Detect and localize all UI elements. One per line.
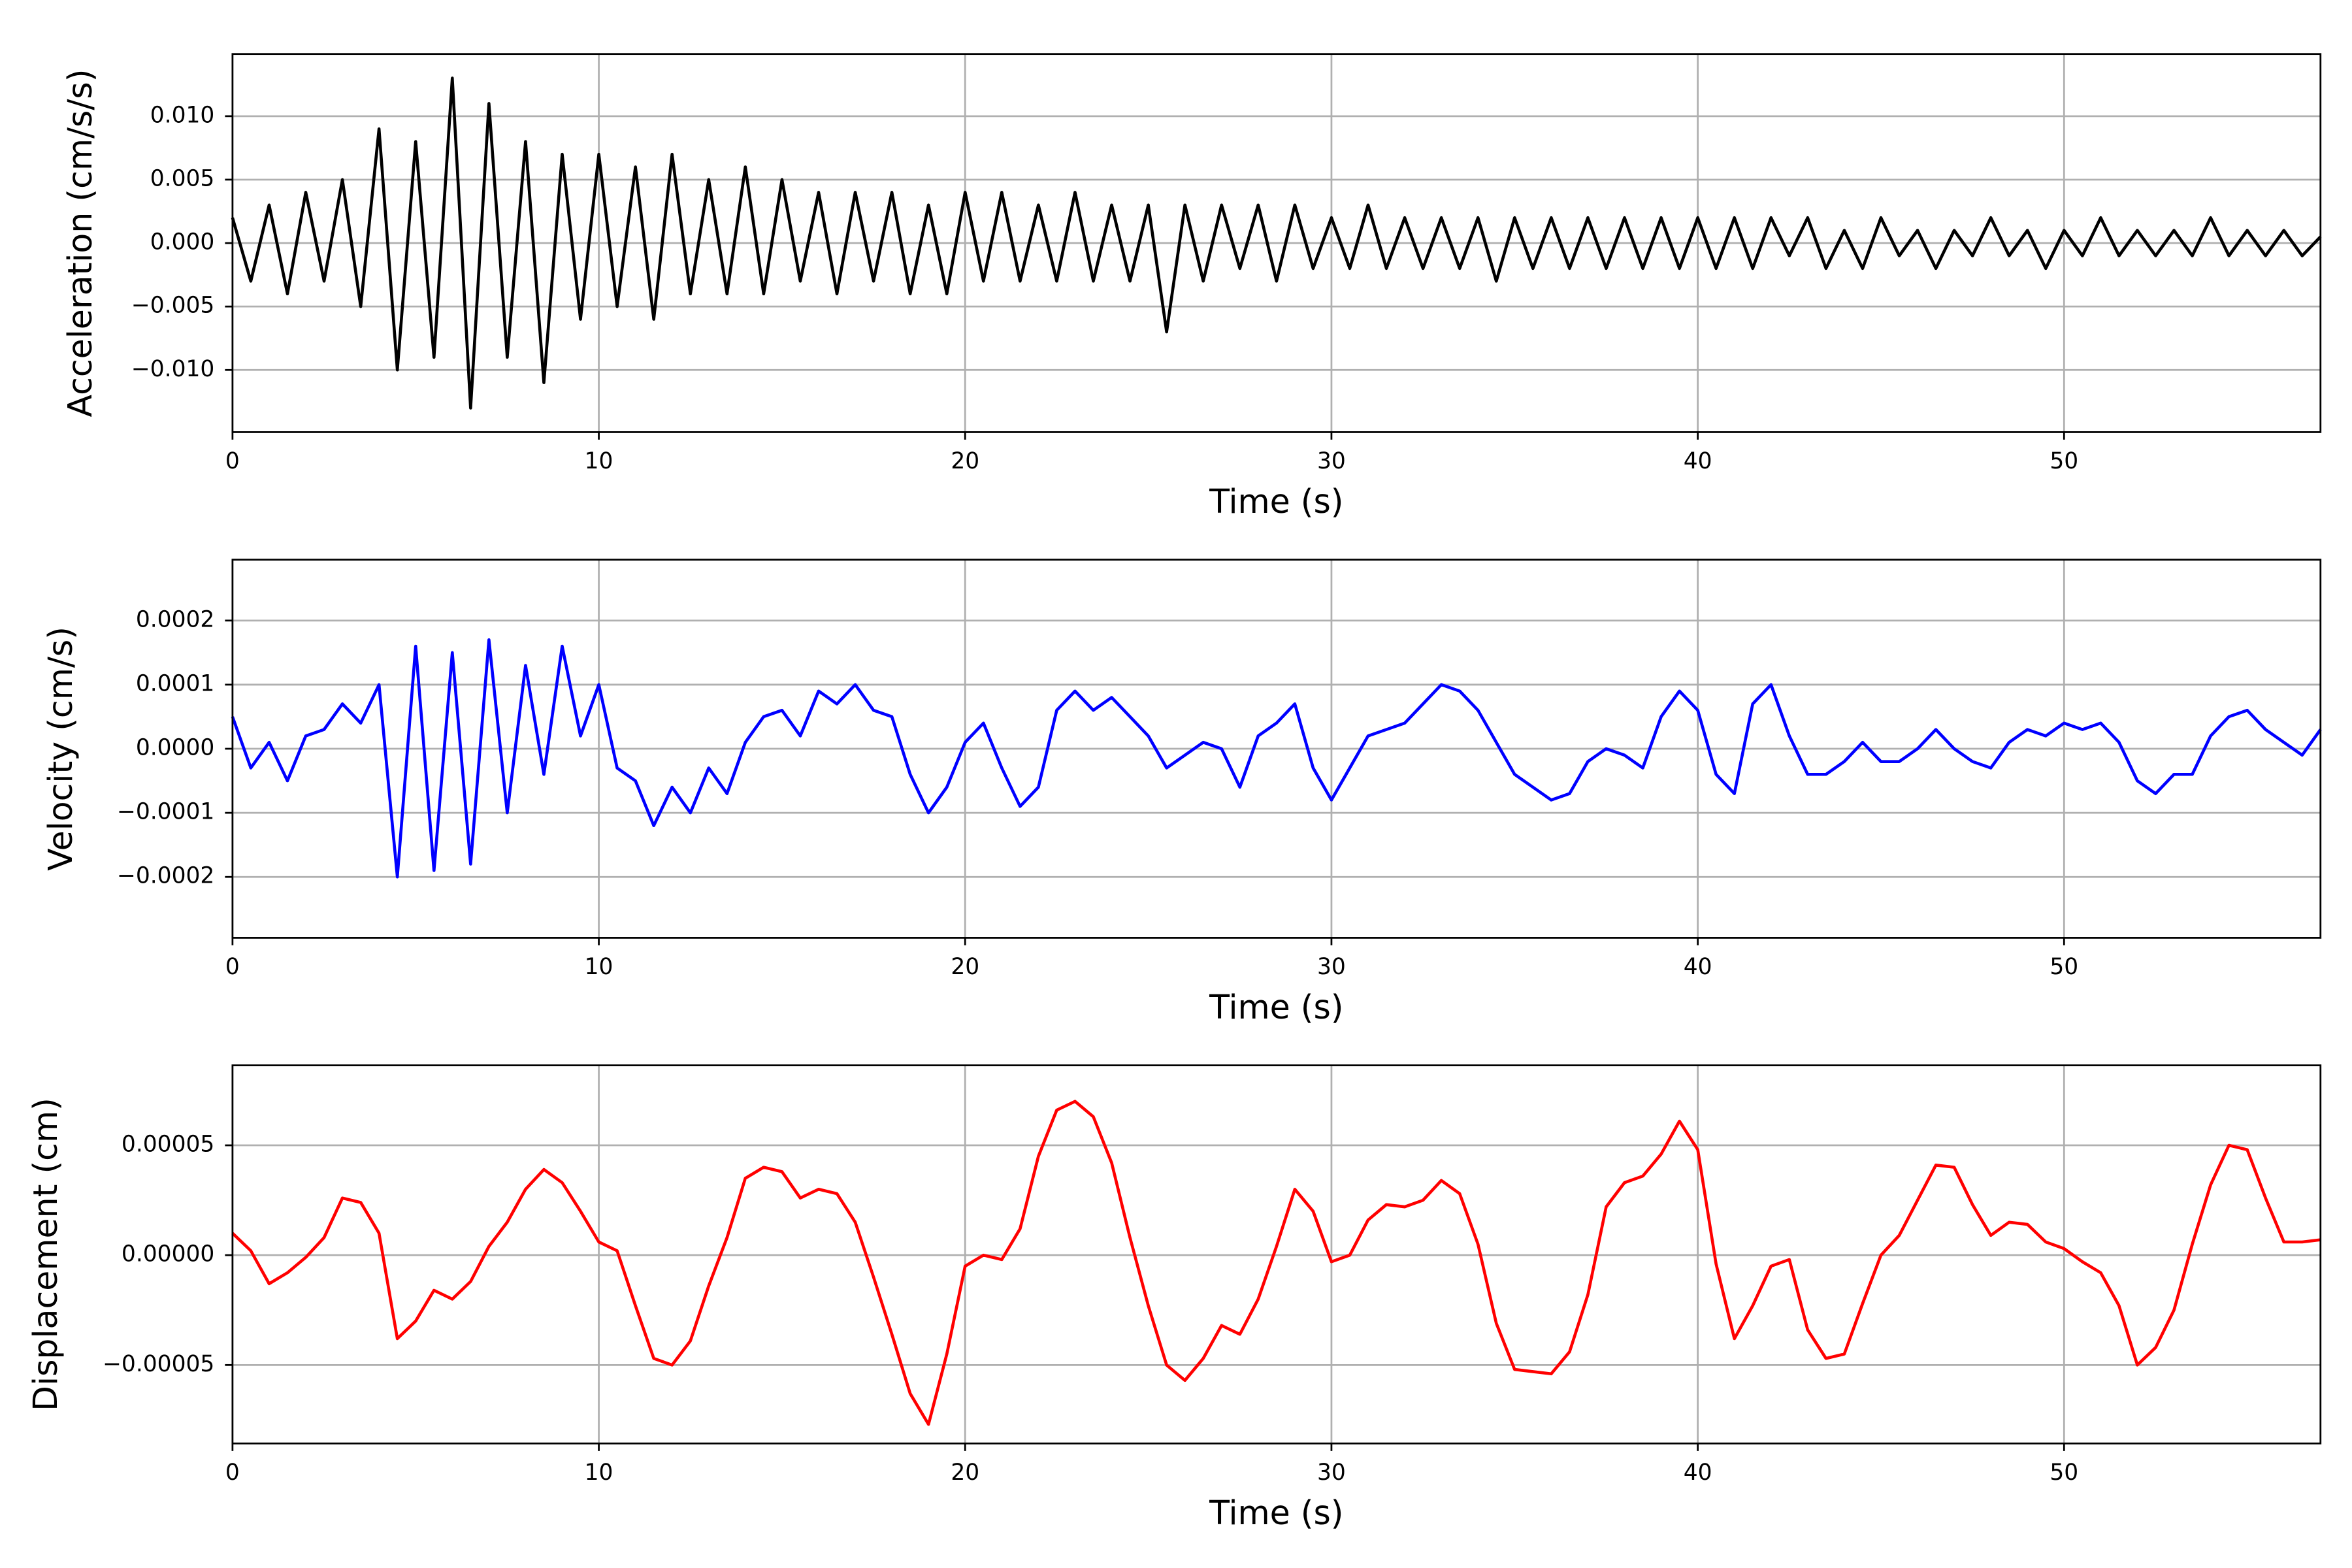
y-axis-label: Displacement (cm): [26, 1098, 65, 1411]
x-tick-label: 0: [225, 448, 240, 474]
x-axis-label: Time (s): [1209, 988, 1343, 1026]
y-tick-label: 0.0002: [136, 606, 214, 632]
y-tick-label: −0.005: [131, 293, 214, 319]
y-tick-label: 0.0001: [136, 670, 214, 696]
x-tick-label: 10: [585, 1460, 613, 1486]
y-tick-label: −0.0002: [117, 863, 214, 889]
y-axis-label: Acceleration (cm/s/s): [61, 69, 99, 417]
x-tick-label: 20: [951, 1460, 979, 1486]
y-tick-label: −0.010: [131, 356, 214, 382]
x-tick-label: 30: [1317, 954, 1346, 980]
y-tick-label: 0.010: [150, 102, 215, 128]
data-line: [231, 1100, 2321, 1426]
x-tick-label: 20: [951, 448, 979, 474]
x-tick-label: 40: [1684, 954, 1712, 980]
y-tick-label: 0.0000: [136, 735, 214, 761]
y-tick-label: −0.00005: [103, 1351, 214, 1377]
subplot: 0 10 20 30 40 50 −0.00005 0.00000 0.00005 Time (s…: [26, 1064, 2322, 1532]
x-axis-label: Time (s): [1209, 482, 1343, 521]
x-tick-label: 20: [951, 954, 979, 980]
x-tick-label: 10: [585, 954, 613, 980]
x-tick-label: 50: [2050, 1460, 2078, 1486]
x-tick-label: 0: [225, 954, 240, 980]
x-tick-label: 0: [225, 1460, 240, 1486]
x-tick-label: 40: [1684, 448, 1712, 474]
subplot: 0 10 20 30 40 50 −0.0002 −0.0001 0.0000 0.0001 0.0…: [41, 559, 2322, 1026]
x-tick-label: 30: [1317, 448, 1346, 474]
data-line: [231, 638, 2322, 879]
x-tick-label: 40: [1684, 1460, 1712, 1486]
axes-frame: [231, 53, 2322, 433]
x-tick-label: 50: [2050, 448, 2078, 474]
y-tick-label: 0.00005: [122, 1132, 214, 1158]
data-line: [231, 76, 2322, 410]
y-tick-label: −0.0001: [117, 799, 214, 825]
subplot: 0 10 20 30 40 50 −0.010 −0.005 0.000 0.005 0.010 Ti…: [61, 53, 2322, 521]
x-tick-label: 10: [585, 448, 613, 474]
axes-frame: [231, 559, 2322, 939]
y-tick-label: 0.000: [150, 229, 215, 255]
x-tick-label: 30: [1317, 1460, 1346, 1486]
y-tick-label: 0.005: [150, 165, 215, 191]
x-axis-label: Time (s): [1209, 1494, 1343, 1532]
axes-frame: [231, 1064, 2322, 1445]
y-tick-label: 0.00000: [122, 1241, 214, 1267]
y-axis-label: Velocity (cm/s): [41, 627, 80, 871]
x-tick-label: 50: [2050, 954, 2078, 980]
